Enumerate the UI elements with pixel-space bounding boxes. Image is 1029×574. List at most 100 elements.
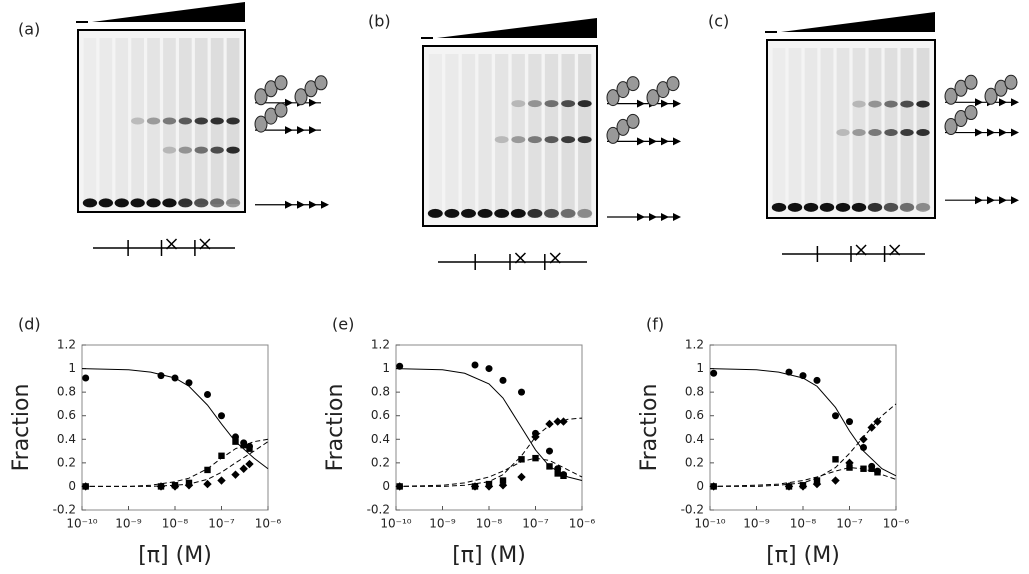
- protein: [264, 107, 278, 125]
- band: [852, 129, 866, 137]
- lane-smear: [99, 38, 112, 204]
- point: [531, 432, 540, 442]
- band: [868, 100, 882, 108]
- point: [203, 479, 212, 489]
- band: [226, 117, 240, 125]
- point: [395, 482, 404, 491]
- lane-smear: [495, 54, 509, 218]
- gel: [421, 18, 681, 270]
- fit-curve: [396, 417, 583, 487]
- point: [873, 417, 882, 426]
- arrowhead: [661, 99, 669, 108]
- y-tick-label: 0: [68, 479, 76, 493]
- arrowhead: [297, 200, 305, 209]
- point: [204, 466, 211, 474]
- protein: [944, 87, 958, 105]
- fit-curve: [395, 457, 583, 487]
- band: [527, 100, 542, 108]
- arrowhead: [673, 213, 681, 221]
- band: [868, 129, 882, 137]
- mutation-x: [165, 238, 178, 250]
- x-tick-label: 10⁻⁹: [115, 517, 142, 531]
- panel-label: (d): [18, 315, 41, 334]
- x-tick-label: 10⁻⁷: [836, 517, 863, 531]
- protein: [626, 113, 640, 129]
- arrowhead: [975, 196, 983, 205]
- band: [527, 136, 542, 144]
- arrowhead: [297, 126, 305, 135]
- band: [561, 100, 576, 108]
- point: [484, 482, 494, 491]
- point: [784, 482, 794, 491]
- band: [884, 129, 898, 137]
- y-tick-label: 0.4: [685, 432, 704, 446]
- free-band: [130, 198, 145, 208]
- arrowhead: [309, 126, 317, 135]
- lane-smear: [561, 54, 575, 218]
- y-tick-label: 0.2: [371, 455, 390, 469]
- point: [860, 465, 867, 472]
- point: [709, 482, 718, 491]
- point: [396, 362, 404, 370]
- point: [218, 412, 225, 420]
- free-band: [209, 198, 225, 208]
- band: [210, 146, 224, 154]
- y-tick-label: 1: [382, 361, 390, 375]
- protein: [954, 79, 968, 97]
- free-band: [577, 208, 593, 218]
- mutation-x: [514, 252, 526, 264]
- protein: [606, 126, 620, 144]
- protein: [954, 110, 968, 128]
- free-band: [851, 202, 867, 212]
- point: [831, 476, 840, 485]
- lane-smear: [868, 48, 882, 210]
- free-band: [178, 198, 193, 208]
- lane-smear: [820, 48, 834, 210]
- y-tick-label: 0.8: [371, 385, 390, 399]
- protein: [264, 80, 278, 98]
- arrowhead: [987, 128, 995, 137]
- free-band: [560, 208, 576, 218]
- free-band: [803, 202, 819, 212]
- arrowhead: [309, 200, 317, 209]
- point: [859, 444, 867, 452]
- free-band: [494, 208, 510, 218]
- lane-smear: [789, 48, 802, 210]
- point: [81, 482, 90, 491]
- protein: [314, 75, 328, 91]
- point: [846, 418, 853, 426]
- x-tick-label: 10⁻⁷: [522, 517, 549, 531]
- protein: [616, 118, 630, 136]
- mutation-x: [199, 238, 211, 250]
- fit-curve: [709, 467, 897, 487]
- free-band: [771, 202, 787, 212]
- fit-curve: [82, 441, 269, 487]
- mutation-x: [855, 244, 867, 256]
- x-axis-label: [π] (M): [452, 543, 526, 568]
- arrowhead: [637, 213, 645, 221]
- band: [146, 117, 161, 125]
- y-tick-label: 0.4: [57, 432, 76, 446]
- y-tick-label: 0: [696, 479, 704, 493]
- point: [156, 482, 166, 491]
- x-axis-label: [π] (M): [138, 543, 212, 568]
- fit-curve: [709, 368, 897, 477]
- lane-smear: [478, 54, 492, 218]
- arrowhead: [637, 137, 645, 146]
- x-tick-label: 10⁻⁹: [743, 517, 770, 531]
- fit-curve: [710, 403, 897, 487]
- arrowhead: [661, 213, 669, 221]
- lane-smear: [916, 48, 930, 210]
- band: [561, 136, 576, 144]
- arrowhead: [975, 98, 983, 107]
- free-band: [444, 208, 460, 218]
- point: [170, 482, 180, 491]
- point: [532, 454, 539, 462]
- x-tick-label: 10⁻⁷: [208, 517, 235, 531]
- point: [710, 369, 718, 377]
- point: [518, 388, 526, 396]
- band: [577, 136, 592, 144]
- protein: [964, 74, 978, 90]
- point: [218, 452, 225, 459]
